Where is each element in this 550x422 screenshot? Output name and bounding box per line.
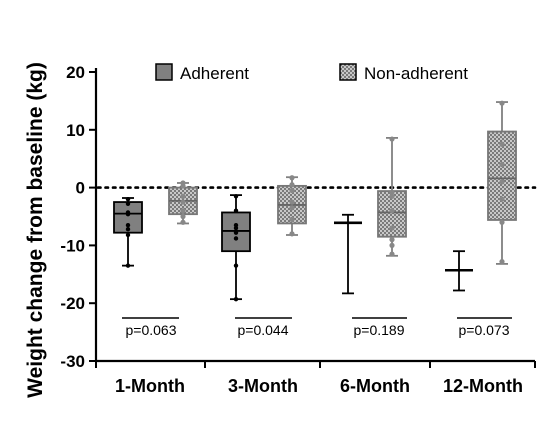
data-point xyxy=(499,196,505,202)
data-point xyxy=(499,179,505,185)
y-tick-label: -30 xyxy=(60,352,85,371)
y-tick-label: 0 xyxy=(76,179,85,198)
y-tick-label: -20 xyxy=(60,294,85,313)
p-value-label: p=0.189 xyxy=(354,322,405,338)
data-point xyxy=(499,161,505,168)
data-point xyxy=(389,208,395,214)
data-point xyxy=(289,199,295,205)
data-point xyxy=(180,193,186,199)
data-point xyxy=(233,194,239,199)
data-point xyxy=(389,225,395,231)
data-point xyxy=(180,219,186,225)
data-point xyxy=(233,263,239,268)
legend-swatch-non-adherent xyxy=(339,63,357,81)
data-point xyxy=(499,141,505,147)
data-point xyxy=(289,187,295,194)
data-point xyxy=(389,193,395,199)
data-point xyxy=(233,225,239,231)
data-point xyxy=(180,199,186,205)
y-tick-label: 20 xyxy=(66,63,85,82)
legend: Adherent Non-adherent xyxy=(155,63,468,83)
p-value-label: p=0.063 xyxy=(126,322,177,338)
data-point xyxy=(289,175,295,181)
data-point xyxy=(233,236,239,241)
data-point xyxy=(233,230,239,235)
legend-label-non-adherent: Non-adherent xyxy=(364,64,468,83)
y-tick-label: 10 xyxy=(66,121,85,140)
data-point xyxy=(389,136,395,142)
x-tick-label: 1-Month xyxy=(115,376,185,396)
data-point xyxy=(125,196,131,202)
data-point xyxy=(125,222,131,228)
data-point xyxy=(180,183,186,189)
data-point xyxy=(125,227,131,232)
data-point xyxy=(389,189,395,195)
data-point xyxy=(125,232,131,238)
p-value-label: p=0.073 xyxy=(459,322,510,338)
data-point xyxy=(499,219,505,225)
data-point xyxy=(389,251,395,257)
axes: 20 10 0 -10 -20 -30 xyxy=(60,63,537,371)
p-value-label: p=0.044 xyxy=(238,322,289,338)
data-point xyxy=(233,296,239,302)
data-point xyxy=(289,205,295,211)
x-tick-label: 12-Month xyxy=(443,376,523,396)
legend-label-adherent: Adherent xyxy=(180,64,249,83)
data-point xyxy=(289,216,295,222)
legend-swatch-adherent xyxy=(155,63,173,81)
data-point xyxy=(180,208,186,214)
data-point xyxy=(125,211,131,217)
x-tick-label: 6-Month xyxy=(340,376,410,396)
data-point xyxy=(125,263,131,268)
data-point xyxy=(499,100,505,106)
plot-area xyxy=(113,100,517,302)
data-point xyxy=(125,201,131,206)
data-point xyxy=(289,231,295,237)
x-tick-label: 3-Month xyxy=(228,376,298,396)
data-point xyxy=(289,182,295,188)
data-point xyxy=(233,208,239,213)
data-point xyxy=(180,213,186,220)
y-axis-title: Weight change from baseline (kg) xyxy=(24,62,47,398)
data-point xyxy=(499,258,505,265)
y-tick-label: -10 xyxy=(60,236,85,255)
x-tick-labels: 1-Month 3-Month 6-Month 12-Month xyxy=(115,376,523,396)
data-point xyxy=(389,242,395,248)
data-point xyxy=(389,237,395,243)
p-value-annotations: p=0.063 p=0.044 p=0.189 p=0.073 xyxy=(122,317,512,338)
